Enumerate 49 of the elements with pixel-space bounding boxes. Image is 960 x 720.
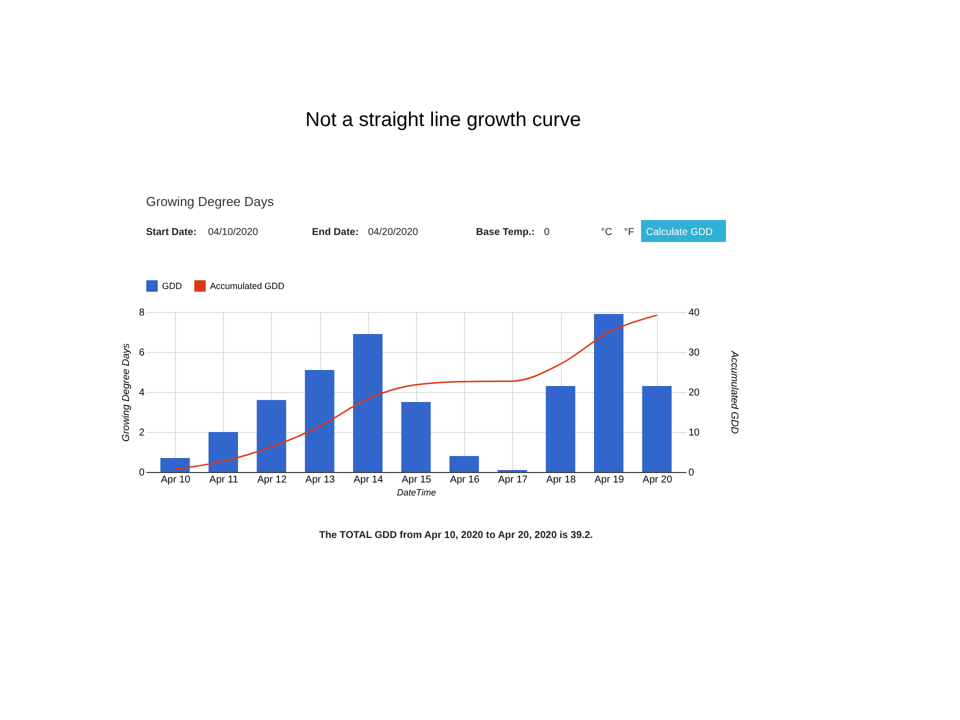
text: Calculate GDD	[646, 227, 713, 238]
x-tick-label: Apr 19	[594, 474, 624, 486]
x-tick-label: Apr 15	[402, 474, 432, 486]
bar	[353, 334, 383, 472]
x-tick-label: Apr 20	[642, 474, 673, 486]
bar	[449, 456, 479, 472]
line-series	[174, 314, 658, 470]
bar	[594, 314, 624, 472]
bar	[208, 432, 238, 472]
y-tick-label: 4	[138, 388, 145, 398]
legend-label: GDD	[162, 281, 182, 291]
x-tick-label: Apr 14	[354, 474, 384, 486]
y-tick-label: 2	[138, 428, 145, 438]
bar	[642, 386, 672, 472]
y2-tick-label: 30	[688, 348, 700, 358]
x-tick-label: Apr 11	[209, 474, 239, 486]
y-tick-label: 6	[138, 348, 145, 358]
text: 04/10/2020	[208, 227, 258, 238]
y-tick-label: 0	[138, 468, 145, 478]
text: Base Temp.:	[476, 227, 535, 238]
text: Start Date:	[146, 227, 197, 238]
chart-title: Not a straight line growth curve	[305, 109, 582, 131]
y2-tick-label: 10	[688, 428, 700, 438]
y-axis-title: Growing Degree Days	[120, 343, 132, 442]
x-tick-label: Apr 16	[450, 474, 480, 486]
text: °F	[624, 227, 634, 238]
text: 0	[544, 227, 550, 238]
bar	[546, 386, 576, 472]
x-axis-title: DateTime	[397, 488, 436, 498]
bar	[304, 370, 334, 472]
chart-subtitle: Growing Degree Days	[146, 194, 274, 209]
x-tick-label: Apr 10	[160, 474, 191, 486]
y2-axis-title: Accumulated GDD	[728, 350, 740, 434]
y2-tick-label: 0	[688, 468, 694, 478]
bar	[401, 402, 431, 472]
text: °C	[601, 227, 612, 238]
x-tick-label: Apr 17	[498, 474, 528, 486]
bar	[256, 400, 286, 472]
x-tick-label: Apr 18	[546, 474, 576, 486]
x-tick-label: Apr 13	[305, 474, 336, 486]
text: End Date:	[312, 227, 359, 238]
text: The TOTAL GDD from Apr 10, 2020 to Apr 20, 2020 is 39.2.	[319, 530, 594, 541]
y2-tick-label: 40	[688, 308, 700, 318]
bar	[160, 458, 190, 472]
legend-label: Accumulated GDD	[210, 281, 286, 291]
y2-tick-label: 20	[688, 388, 700, 398]
text: 04/20/2020	[368, 227, 418, 238]
y-tick-label: 8	[138, 308, 145, 318]
x-tick-label: Apr 12	[257, 474, 288, 486]
